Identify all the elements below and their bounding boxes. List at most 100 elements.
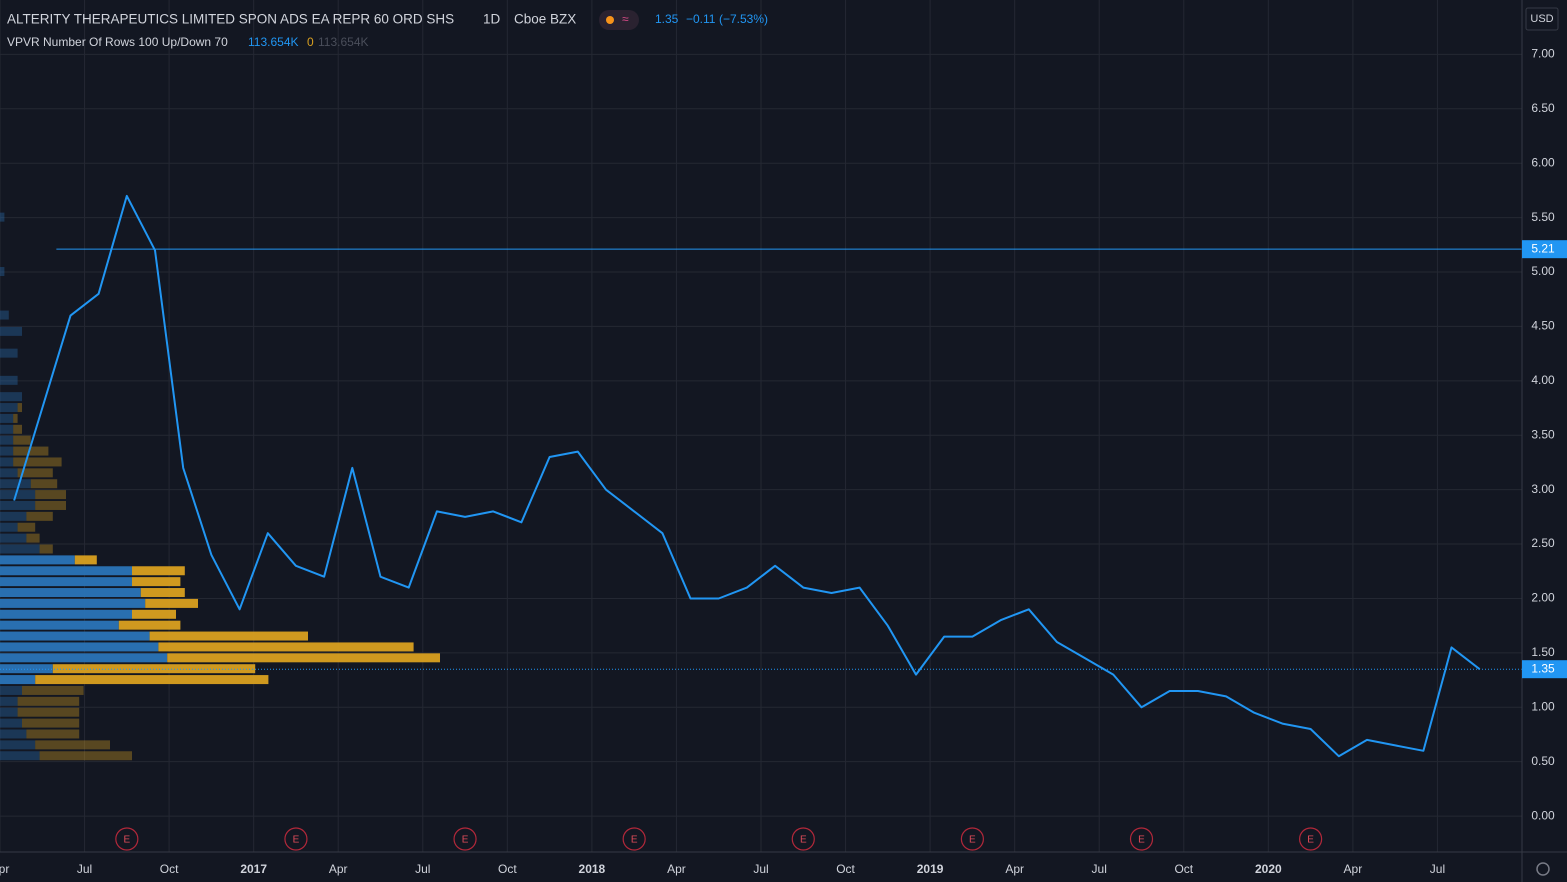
vp-up-bar xyxy=(0,326,22,336)
x-tick-label: Apr xyxy=(0,862,9,876)
vp-up-bar xyxy=(0,653,168,663)
vp-up-bar xyxy=(0,740,36,750)
vp-down-bar xyxy=(74,555,97,565)
vp-up-bar xyxy=(0,544,40,554)
vp-down-bar xyxy=(22,718,80,728)
earnings-label: E xyxy=(969,835,976,846)
x-tick-label: Jul xyxy=(77,862,92,876)
earnings-marker[interactable] xyxy=(791,827,815,851)
vp-up-bar xyxy=(0,403,18,413)
earnings-marker[interactable] xyxy=(115,827,139,851)
y-tick-label: 4.50 xyxy=(1531,319,1555,333)
x-tick-label: 2018 xyxy=(579,862,606,876)
vp-up-bar xyxy=(0,267,5,277)
x-tick-label: 2020 xyxy=(1255,862,1282,876)
vp-up-bar xyxy=(0,212,5,222)
y-tick-label: 6.50 xyxy=(1531,101,1555,115)
earnings-marker[interactable] xyxy=(960,827,984,851)
vp-up-bar xyxy=(0,609,132,619)
earnings-marker[interactable] xyxy=(1299,827,1323,851)
vp-up-bar xyxy=(0,375,18,385)
vp-down-bar xyxy=(132,609,176,619)
earnings-label: E xyxy=(1138,835,1145,846)
price-label-box xyxy=(1522,240,1567,259)
vp-down-bar xyxy=(17,468,53,478)
vp-up-bar xyxy=(0,457,14,467)
x-tick-label: Oct xyxy=(498,862,517,876)
earnings-label: E xyxy=(123,835,130,846)
interval: 1D xyxy=(483,12,501,27)
x-tick-label: 2017 xyxy=(240,862,267,876)
vp-up-bar xyxy=(0,511,27,521)
vp-up-bar xyxy=(0,522,18,532)
vp-up-bar xyxy=(0,631,150,641)
x-tick-label: Oct xyxy=(1174,862,1193,876)
status-pill[interactable] xyxy=(599,10,639,30)
vp-up-bar xyxy=(0,577,132,587)
x-tick-label: Jul xyxy=(1092,862,1107,876)
earnings-marker[interactable] xyxy=(1129,827,1154,851)
vp-down-bar xyxy=(145,598,198,608)
indicator-value: 0 xyxy=(307,35,314,49)
vp-down-bar xyxy=(35,500,66,510)
vp-down-bar xyxy=(132,577,181,587)
vp-down-bar xyxy=(13,424,22,434)
indicator-name: VPVR Number Of Rows 100 Up/Down 70 xyxy=(7,35,228,49)
vp-up-bar xyxy=(0,675,36,685)
price-line-series xyxy=(13,194,1481,758)
earnings-marker[interactable] xyxy=(453,827,477,851)
x-tick-label: 2019 xyxy=(917,862,944,876)
indicator-value: 113.654K xyxy=(318,35,369,49)
x-tick-label: Oct xyxy=(160,862,179,876)
vp-down-bar xyxy=(26,729,80,739)
vp-down-bar xyxy=(132,566,185,576)
vp-down-bar xyxy=(17,403,22,413)
vp-up-bar xyxy=(0,620,119,630)
settings-icon[interactable] xyxy=(1536,862,1550,876)
y-tick-label: 3.50 xyxy=(1531,427,1555,441)
x-tick-label: Apr xyxy=(1344,862,1363,876)
header: ALTERITY THERAPEUTICS LIMITED SPON ADS E… xyxy=(7,10,768,49)
vp-up-bar xyxy=(0,468,18,478)
y-tick-label: 6.00 xyxy=(1531,155,1555,169)
vp-down-bar xyxy=(17,707,80,717)
vp-up-bar xyxy=(0,598,146,608)
vp-down-bar xyxy=(167,653,440,663)
vp-up-bar xyxy=(0,310,9,320)
y-tick-label: 1.00 xyxy=(1531,699,1555,713)
vp-up-bar xyxy=(0,751,40,761)
status-icon: ≈ xyxy=(622,12,629,26)
vp-down-bar xyxy=(140,588,185,598)
vp-up-bar xyxy=(0,392,22,402)
vp-up-bar xyxy=(0,718,22,728)
vp-down-bar xyxy=(17,522,36,532)
currency: USD xyxy=(1530,13,1553,25)
y-tick-label: 5.50 xyxy=(1531,210,1555,224)
axes: 0.00 0.50 1.00 1.50 2.00 2.50 3.00 3.50 4.00 4.50… xyxy=(0,47,1567,876)
vp-up-bar xyxy=(0,642,159,652)
vp-up-bar xyxy=(0,413,14,423)
vp-down-bar xyxy=(13,435,31,445)
change: −0.11 xyxy=(686,12,716,26)
vp-up-bar xyxy=(0,588,141,598)
vp-up-bar xyxy=(0,685,22,695)
vp-up-bar xyxy=(0,479,31,489)
x-tick-label: Apr xyxy=(1005,862,1024,876)
earnings-marker[interactable] xyxy=(622,827,646,851)
currency-box[interactable] xyxy=(1525,7,1559,31)
y-tick-label: 7.00 xyxy=(1531,47,1555,61)
vp-up-bar xyxy=(0,424,14,434)
earnings-label: E xyxy=(631,835,638,846)
vp-down-bar xyxy=(26,511,53,521)
x-tick-label: Oct xyxy=(836,862,855,876)
vp-down-bar xyxy=(13,446,49,456)
indicator-value: 113.654K xyxy=(248,35,299,49)
x-tick-label: Jul xyxy=(753,862,768,876)
vp-down-bar xyxy=(17,696,80,706)
earnings-marker[interactable] xyxy=(284,827,308,851)
y-tick-label: 1.50 xyxy=(1531,645,1555,659)
x-tick-label: Apr xyxy=(329,862,348,876)
